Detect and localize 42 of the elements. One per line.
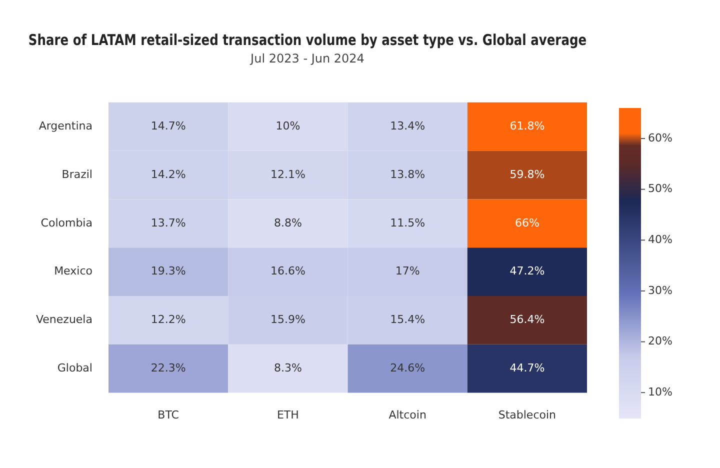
data-label: 13.8%: [390, 168, 426, 181]
data-label: 12.2%: [150, 313, 186, 326]
data-label: 13.7%: [150, 216, 186, 230]
data-label: 24.6%: [390, 361, 426, 374]
data-label: 16.6%: [270, 264, 306, 278]
data-label: 15.9%: [270, 313, 306, 326]
color-bar-label: 20%: [648, 334, 672, 348]
y-tick-label: Venezuela: [36, 313, 92, 326]
x-tick-label: ETH: [276, 408, 299, 422]
x-tick-label: BTC: [158, 408, 180, 422]
data-label: 44.7%: [510, 361, 545, 374]
data-label: 56.4%: [510, 313, 545, 326]
chart-subtitle: Jul 2023 - Jun 2024: [250, 51, 364, 66]
data-label: 17%: [395, 264, 420, 278]
chart-title: Share of LATAM retail-sized transaction volume by asset type vs. Global average: [28, 32, 587, 50]
data-label: 59.8%: [510, 168, 545, 181]
data-label: 47.2%: [510, 264, 545, 278]
data-label: 14.2%: [150, 168, 186, 181]
x-tick-label: Altcoin: [388, 408, 426, 422]
data-label: 8.8%: [274, 216, 302, 230]
y-tick-label: Brazil: [62, 168, 92, 181]
data-label: 14.7%: [150, 119, 186, 132]
data-label: 15.4%: [390, 313, 426, 326]
data-label: 19.3%: [150, 264, 186, 278]
data-label: 8.3%: [274, 361, 302, 374]
color-bar-label: 30%: [648, 284, 672, 297]
color-bar-label: 10%: [648, 385, 672, 398]
color-bar-label: 40%: [648, 232, 672, 246]
y-tick-label: Colombia: [40, 216, 92, 230]
data-label: 22.3%: [150, 361, 186, 374]
data-label: 13.4%: [390, 119, 426, 132]
data-label: 12.1%: [270, 168, 306, 181]
data-label: 66%: [514, 216, 540, 230]
y-tick-label: Global: [57, 361, 92, 374]
y-tick-label: Mexico: [54, 264, 93, 278]
color-bar-label: 60%: [648, 131, 672, 144]
color-bar-label: 50%: [648, 182, 672, 196]
data-label: 10%: [276, 119, 300, 132]
data-label: 61.8%: [510, 119, 545, 132]
x-tick-label: Stablecoin: [498, 408, 556, 422]
y-tick-label: Argentina: [38, 119, 92, 132]
data-label: 11.5%: [390, 216, 426, 230]
